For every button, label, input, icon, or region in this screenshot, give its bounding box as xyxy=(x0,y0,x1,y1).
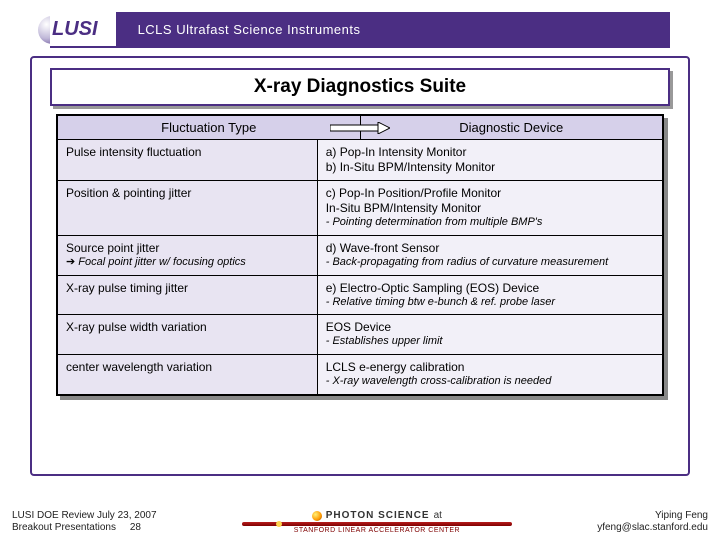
footer-left: LUSI DOE Review July 23, 2007 Breakout P… xyxy=(12,510,157,534)
table-header-left: Fluctuation Type xyxy=(58,116,361,139)
page-number: 28 xyxy=(130,522,141,533)
top-brand-bar: LUSI LCLS Ultrafast Science Instruments xyxy=(50,12,670,48)
cell-subnote: - Establishes upper limit xyxy=(326,335,654,349)
cell-fluctuation: X-ray pulse timing jitter xyxy=(58,276,318,315)
cell-device: d) Wave-front Sensor - Back-propagating … xyxy=(318,236,662,275)
table-header-right: Diagnostic Device xyxy=(361,116,663,139)
cell-subnote: - Back-propagating from radius of curvat… xyxy=(326,256,654,270)
cell-fluctuation: Position & pointing jitter xyxy=(58,181,318,235)
cell-main: LCLS e-energy calibration xyxy=(326,360,654,375)
cell-device: e) Electro-Optic Sampling (EOS) Device -… xyxy=(318,276,662,315)
author-name: Yiping Feng xyxy=(597,510,708,522)
cell-main: X-ray pulse timing jitter xyxy=(66,281,309,296)
table-header-row: Fluctuation Type Diagnostic Device xyxy=(58,116,662,140)
table-row: Pulse intensity fluctuation a) Pop-In In… xyxy=(58,140,662,181)
photon-science-text: PHOTON SCIENCE xyxy=(326,510,430,521)
table-row: X-ray pulse timing jitter e) Electro-Opt… xyxy=(58,276,662,316)
footer-right: Yiping Feng yfeng@slac.stanford.edu xyxy=(597,510,708,534)
cell-main: Source point jitter xyxy=(66,241,309,256)
cell-subnote: - Relative timing btw e-bunch & ref. pro… xyxy=(326,296,654,310)
table-row: Position & pointing jitter c) Pop-In Pos… xyxy=(58,181,662,236)
cell-main: Position & pointing jitter xyxy=(66,186,309,201)
slide-frame: X-ray Diagnostics Suite Fluctuation Type… xyxy=(30,56,690,476)
table-row: center wavelength variation LCLS e-energ… xyxy=(58,355,662,394)
cell-device: LCLS e-energy calibration - X-ray wavele… xyxy=(318,355,662,394)
footer-center: PHOTON SCIENCE at STANFORD LINEAR ACCELE… xyxy=(157,510,598,534)
lusi-logo-text: LUSI xyxy=(52,18,98,41)
photon-dot-icon xyxy=(312,511,322,521)
cell-subnote: - Pointing determination from multiple B… xyxy=(326,216,654,230)
at-text: at xyxy=(434,510,442,521)
slide-footer: LUSI DOE Review July 23, 2007 Breakout P… xyxy=(12,510,708,534)
cell-main: a) Pop-In Intensity Monitor b) In-Situ B… xyxy=(326,145,654,175)
cell-main: c) Pop-In Position/Profile Monitor In-Si… xyxy=(326,186,654,216)
footer-breakout-line: Breakout Presentations 28 xyxy=(12,522,157,534)
cell-subnote: Focal point jitter w/ focusing optics xyxy=(66,256,309,270)
brand-tagline: LCLS Ultrafast Science Instruments xyxy=(124,12,670,46)
slac-bar-icon xyxy=(242,522,512,526)
cell-main: center wavelength variation xyxy=(66,360,309,375)
table-row: X-ray pulse width variation EOS Device -… xyxy=(58,315,662,355)
cell-device: a) Pop-In Intensity Monitor b) In-Situ B… xyxy=(318,140,662,180)
cell-subnote: - X-ray wavelength cross-calibration is … xyxy=(326,375,654,389)
slide-title: X-ray Diagnostics Suite xyxy=(50,68,670,106)
cell-device: c) Pop-In Position/Profile Monitor In-Si… xyxy=(318,181,662,235)
cell-main: EOS Device xyxy=(326,320,654,335)
header-arrow-icon xyxy=(330,122,390,134)
cell-main: d) Wave-front Sensor xyxy=(326,241,654,256)
author-email: yfeng@slac.stanford.edu xyxy=(597,522,708,534)
cell-fluctuation: X-ray pulse width variation xyxy=(58,315,318,354)
footer-review-line: LUSI DOE Review July 23, 2007 xyxy=(12,510,157,522)
slac-text: STANFORD LINEAR ACCELERATOR CENTER xyxy=(294,527,460,534)
cell-main: e) Electro-Optic Sampling (EOS) Device xyxy=(326,281,654,296)
lusi-logo: LUSI xyxy=(50,12,124,46)
diagnostics-table: Fluctuation Type Diagnostic Device Pulse… xyxy=(56,114,664,396)
cell-main: X-ray pulse width variation xyxy=(66,320,309,335)
cell-fluctuation: center wavelength variation xyxy=(58,355,318,394)
photon-science-logo: PHOTON SCIENCE at xyxy=(312,510,442,521)
cell-fluctuation: Pulse intensity fluctuation xyxy=(58,140,318,180)
cell-fluctuation: Source point jitter Focal point jitter w… xyxy=(58,236,318,275)
table-row: Source point jitter Focal point jitter w… xyxy=(58,236,662,276)
cell-device: EOS Device - Establishes upper limit xyxy=(318,315,662,354)
cell-main: Pulse intensity fluctuation xyxy=(66,145,309,160)
